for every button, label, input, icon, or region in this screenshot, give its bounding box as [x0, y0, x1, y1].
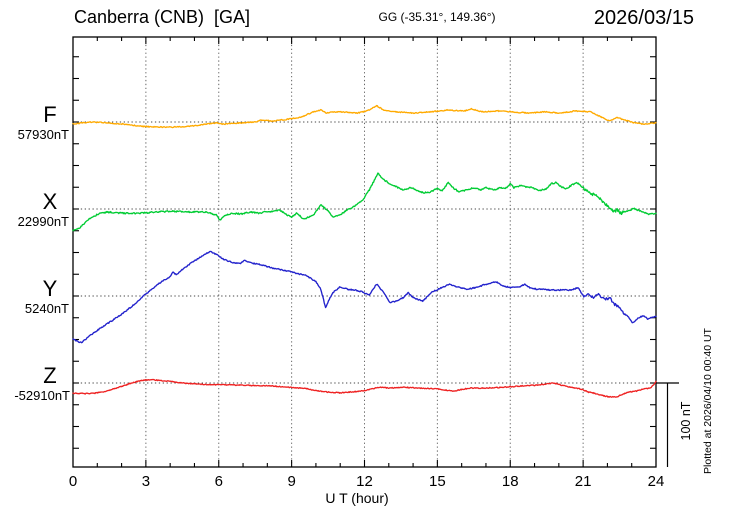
channel-x-label: X: [43, 189, 58, 214]
gg-coordinates: GG (-35.31°, 149.36°): [379, 10, 496, 24]
channel-z-label: Z: [43, 363, 56, 388]
scale-bar-label: 100 nT: [679, 401, 693, 440]
channel-z-value: -52910nT: [14, 388, 70, 403]
x-tick-label: 15: [429, 473, 446, 490]
trace-X: [72, 172, 657, 232]
trace-Z: [72, 378, 657, 398]
x-tick-label: 21: [575, 473, 592, 490]
x-tick-label: 18: [502, 473, 519, 490]
trace-Y: [72, 250, 657, 344]
channel-f-value: 57930nT: [18, 127, 69, 142]
x-axis-label: U T (hour): [325, 490, 388, 506]
x-tick-label: 9: [287, 473, 295, 490]
x-tick-label: 3: [142, 473, 150, 490]
channel-x-value: 22990nT: [18, 214, 69, 229]
trace-F: [72, 104, 657, 129]
plot-date: 2026/03/15: [594, 7, 694, 29]
x-tick-label: 6: [215, 473, 223, 490]
x-tick-label: 24: [648, 473, 665, 490]
plot-generated-layer: 0 3 6 9 12 15 18 21 24: [69, 36, 679, 490]
channel-y-label: Y: [43, 276, 58, 301]
plot-timestamp-note: Plotted at 2026/04/10 00:40 UT: [702, 327, 714, 474]
x-tick-label: 12: [356, 473, 373, 490]
channel-f-label: F: [43, 102, 56, 127]
channel-y-value: 5240nT: [25, 301, 69, 316]
x-tick-label: 0: [69, 473, 77, 490]
station-title: Canberra (CNB) [GA]: [74, 7, 250, 27]
